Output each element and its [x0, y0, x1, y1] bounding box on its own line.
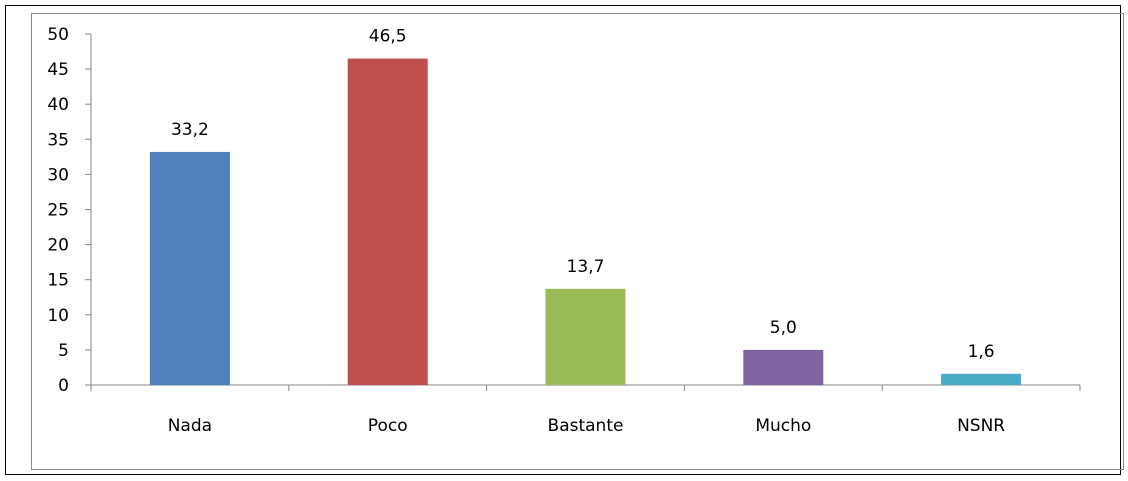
bar-nsnr	[941, 374, 1021, 385]
y-tick-label: 30	[47, 165, 69, 185]
x-tick-label: Bastante	[548, 416, 624, 436]
data-label: 46,5	[369, 27, 407, 47]
y-tick-label: 20	[47, 236, 69, 256]
y-tick-label: 50	[47, 25, 69, 45]
y-tick-label: 0	[58, 376, 69, 396]
y-tick-label: 35	[47, 130, 69, 150]
bar-mucho	[743, 350, 823, 385]
y-tick-label: 5	[58, 341, 69, 361]
data-label: 5,0	[770, 318, 797, 338]
y-tick-label: 25	[47, 201, 69, 221]
x-tick-label: Mucho	[755, 416, 811, 436]
data-label: 13,7	[567, 257, 605, 277]
x-tick-label: Poco	[368, 416, 408, 436]
x-axis: Nada Poco Bastante Mucho NSNR	[91, 385, 1080, 436]
y-tick-label: 45	[47, 60, 69, 80]
bars	[150, 59, 1021, 385]
y-tick-label: 10	[47, 306, 69, 326]
y-axis: 0 5 10 15 20 25 30 35 40 45 50	[47, 25, 91, 396]
data-label: 33,2	[171, 120, 209, 140]
y-tick-label: 15	[47, 271, 69, 291]
y-tick-label: 40	[47, 95, 69, 115]
bar-bastante	[546, 289, 626, 385]
data-label: 1,6	[968, 342, 995, 362]
x-tick-label: Nada	[168, 416, 212, 436]
x-tick-label: NSNR	[957, 416, 1005, 436]
bar-nada	[150, 152, 230, 385]
bar-poco	[348, 59, 428, 385]
